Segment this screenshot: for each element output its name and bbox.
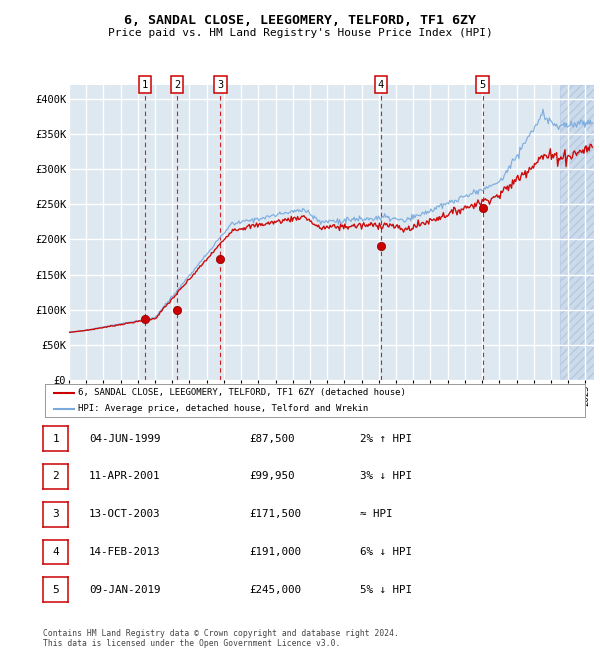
Text: 5: 5 bbox=[479, 79, 486, 90]
Text: £245,000: £245,000 bbox=[249, 584, 301, 595]
Text: 3% ↓ HPI: 3% ↓ HPI bbox=[360, 471, 412, 482]
Text: 4: 4 bbox=[378, 79, 384, 90]
Text: £191,000: £191,000 bbox=[249, 547, 301, 557]
Text: ≈ HPI: ≈ HPI bbox=[360, 509, 392, 519]
Text: 09-JAN-2019: 09-JAN-2019 bbox=[89, 584, 160, 595]
Text: 5: 5 bbox=[52, 584, 59, 595]
Text: £87,500: £87,500 bbox=[249, 434, 295, 444]
Text: HPI: Average price, detached house, Telford and Wrekin: HPI: Average price, detached house, Telf… bbox=[79, 404, 369, 413]
Text: 2% ↑ HPI: 2% ↑ HPI bbox=[360, 434, 412, 444]
Bar bbox=[560, 84, 594, 380]
Text: Price paid vs. HM Land Registry's House Price Index (HPI): Price paid vs. HM Land Registry's House … bbox=[107, 28, 493, 38]
Text: 6, SANDAL CLOSE, LEEGOMERY, TELFORD, TF1 6ZY: 6, SANDAL CLOSE, LEEGOMERY, TELFORD, TF1… bbox=[124, 14, 476, 27]
Text: 13-OCT-2003: 13-OCT-2003 bbox=[89, 509, 160, 519]
Text: 3: 3 bbox=[217, 79, 223, 90]
Text: £171,500: £171,500 bbox=[249, 509, 301, 519]
Text: 6, SANDAL CLOSE, LEEGOMERY, TELFORD, TF1 6ZY (detached house): 6, SANDAL CLOSE, LEEGOMERY, TELFORD, TF1… bbox=[79, 388, 406, 397]
Text: 2: 2 bbox=[52, 471, 59, 482]
Text: 14-FEB-2013: 14-FEB-2013 bbox=[89, 547, 160, 557]
Text: 2: 2 bbox=[174, 79, 180, 90]
Text: 11-APR-2001: 11-APR-2001 bbox=[89, 471, 160, 482]
Text: 1: 1 bbox=[52, 434, 59, 444]
Text: Contains HM Land Registry data © Crown copyright and database right 2024.
This d: Contains HM Land Registry data © Crown c… bbox=[43, 629, 399, 648]
Text: £99,950: £99,950 bbox=[249, 471, 295, 482]
Text: 5% ↓ HPI: 5% ↓ HPI bbox=[360, 584, 412, 595]
Text: 04-JUN-1999: 04-JUN-1999 bbox=[89, 434, 160, 444]
Text: 6% ↓ HPI: 6% ↓ HPI bbox=[360, 547, 412, 557]
Text: 4: 4 bbox=[52, 547, 59, 557]
Text: 1: 1 bbox=[142, 79, 148, 90]
Text: 3: 3 bbox=[52, 509, 59, 519]
